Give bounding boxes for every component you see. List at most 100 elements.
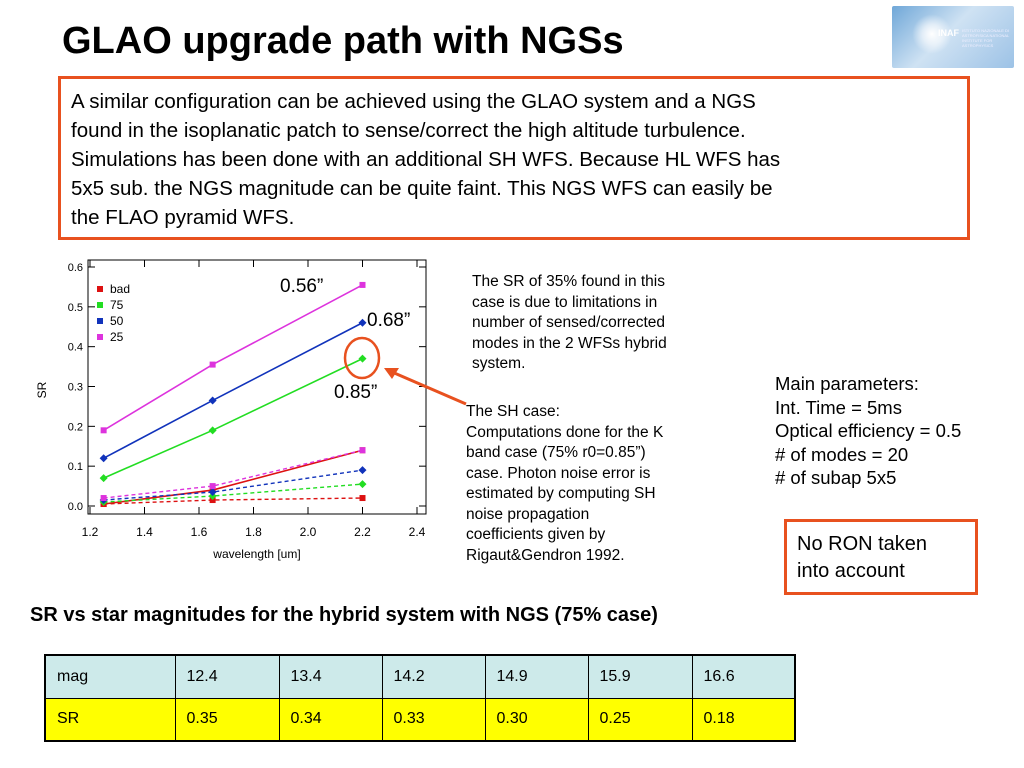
series-line-50 [103, 322, 363, 459]
table-cell: 0.34 [278, 697, 383, 742]
data-point [359, 447, 366, 454]
table-cell: 0.18 [691, 697, 796, 742]
logo-text: INAF [938, 28, 959, 38]
y-axis-label: SR [35, 381, 49, 398]
data-point [208, 492, 217, 501]
intro-line: the FLAO pyramid WFS. [71, 206, 295, 229]
legend-marker-bad [97, 286, 103, 292]
logo-subtext: ISTITUTO NAZIONALE DI ASTROFISICA NATION… [962, 28, 1010, 48]
logo-star-icon [912, 14, 952, 54]
data-point [209, 487, 216, 494]
table-cell: 14.9 [484, 654, 589, 699]
y-tick-label: 0.2 [68, 421, 83, 433]
legend-marker-50 [97, 318, 103, 324]
pointer-arrow-line [391, 370, 467, 406]
param-line: Main parameters: [775, 373, 919, 394]
annotation-label: 0.68” [367, 310, 410, 331]
table-cell: 16.6 [691, 654, 796, 699]
sh-note-line: band case (75% r0=0.85”) [466, 444, 646, 461]
data-point [99, 454, 108, 463]
data-point [358, 354, 367, 363]
ron-line: No RON taken [797, 533, 928, 555]
legend-marker-25 [97, 334, 103, 340]
table-cell: 13.4 [278, 654, 383, 699]
table-cell: 0.33 [381, 697, 486, 742]
table-row-sr: SR 0.35 0.34 0.33 0.30 0.25 0.18 [44, 697, 796, 742]
param-line: # of subap 5x5 [775, 467, 897, 488]
param-line: Optical efficiency = 0.5 [775, 420, 962, 441]
pointer-arrow-head-icon [384, 368, 399, 379]
table-cell: 12.4 [174, 654, 280, 699]
data-point [208, 488, 217, 497]
param-line: Int. Time = 5ms [775, 396, 902, 418]
data-point [99, 496, 108, 505]
y-tick-label: 0.4 [68, 342, 83, 354]
param-line: # of modes = 20 [775, 443, 909, 465]
sr-note-line: modes in the 2 WFSs hybrid [472, 334, 667, 352]
table-cell: 0.35 [174, 697, 280, 742]
sr-note: The SR of 35% found in this case is due … [472, 272, 734, 375]
data-point [359, 495, 366, 502]
intro-line: A similar configuration can be achieved … [71, 90, 756, 113]
data-point [359, 281, 366, 288]
table-cell: 0.30 [484, 697, 589, 742]
series-dashed-line-75 [103, 483, 363, 503]
table-cell: SR [44, 697, 176, 742]
annotation-label: 0.56” [280, 276, 323, 297]
data-point [358, 480, 367, 489]
data-point [100, 501, 107, 508]
sh-note-line: estimated by computing SH [466, 485, 656, 502]
series-dashed-line-bad [103, 497, 363, 505]
data-point [359, 447, 366, 454]
sh-note-line: coefficients given by [466, 526, 606, 543]
data-point [209, 361, 216, 368]
series-line-bad [103, 449, 363, 505]
y-tick-label: 0.6 [68, 262, 83, 274]
y-tick-label: 0.0 [68, 501, 83, 513]
annotation-label: 0.85” [334, 382, 377, 403]
table-cell: 0.25 [587, 697, 693, 742]
intro-text-box: A similar configuration can be achieved … [58, 76, 970, 240]
sr-note-line: number of sensed/corrected [472, 314, 665, 331]
table-cell: mag [44, 654, 176, 699]
inaf-logo: INAF ISTITUTO NAZIONALE DI ASTROFISICA N… [892, 6, 1014, 68]
intro-line: Simulations has been done with an additi… [71, 148, 781, 171]
sh-note-line: noise propagation [466, 505, 590, 523]
table-caption: SR vs star magnitudes for the hybrid sys… [30, 604, 658, 626]
series-line-25 [103, 284, 363, 432]
sr-note-line: system. [472, 355, 526, 372]
data-point [208, 396, 217, 405]
x-tick-label: 2.0 [300, 525, 317, 539]
data-point [99, 498, 108, 507]
intro-line: found in the isoplanatic patch to sense/… [71, 119, 746, 142]
x-tick-label: 1.8 [245, 525, 262, 539]
legend-marker-75 [97, 302, 103, 308]
plot-frame [87, 259, 427, 515]
sh-note-line: case. Photon noise error is [466, 464, 651, 482]
sr-note-line: case is due to limitations in [472, 293, 658, 311]
data-point [358, 466, 367, 475]
x-tick-label: 2.4 [409, 525, 426, 539]
y-tick-label: 0.3 [68, 382, 83, 394]
data-point [209, 497, 216, 504]
table-row-mag: mag 12.4 13.4 14.2 14.9 15.9 16.6 [44, 654, 796, 699]
data-point [358, 318, 367, 327]
y-tick-label: 0.1 [68, 461, 83, 473]
series-line-75 [103, 357, 363, 479]
data-point [208, 426, 217, 435]
x-tick-label: 1.4 [136, 525, 153, 539]
highlight-circle [343, 336, 381, 380]
x-tick-label: 1.6 [191, 525, 208, 539]
ron-note-box: No RON taken into account [784, 519, 978, 595]
data-point [100, 495, 107, 502]
data-point [209, 483, 216, 490]
series-dashed-line-50 [103, 469, 363, 501]
ron-line: into account [797, 560, 905, 582]
y-tick-label: 0.5 [68, 302, 83, 314]
sh-note-line: Computations done for the K [466, 423, 664, 441]
legend-label-75: 75 [110, 298, 124, 312]
legend-label-50: 50 [110, 314, 124, 328]
legend-label-bad: bad [110, 282, 130, 296]
intro-line: 5x5 sub. the NGS magnitude can be quite … [71, 177, 773, 200]
slide-title: GLAO upgrade path with NGSs [62, 20, 624, 62]
